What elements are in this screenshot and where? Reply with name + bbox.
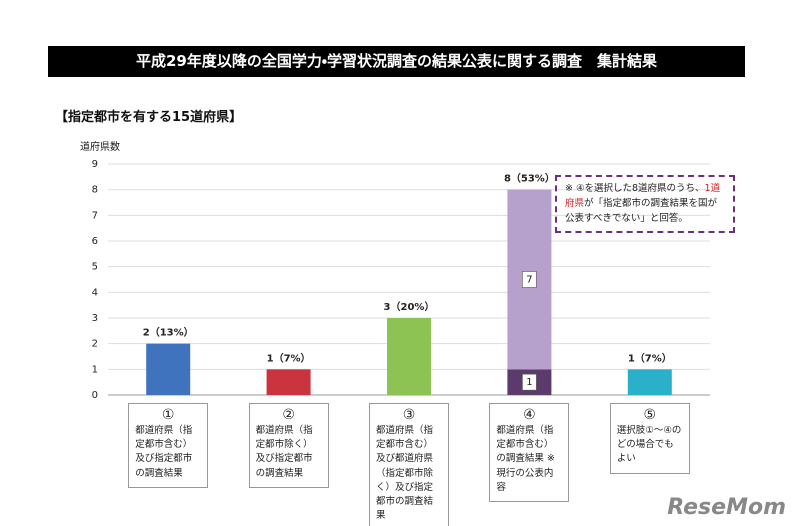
segment-label-box (522, 373, 537, 391)
y-tick-label: 4 (92, 287, 98, 298)
category-number: ① (161, 407, 175, 423)
category-box: ③ 都道府県（指定都市含む）及び都道府県（指定都市除く）及び指定都市の調査結果 (369, 403, 449, 526)
value-label: 8（53%） (504, 172, 555, 185)
y-axis-label: 道府県数 (80, 140, 120, 153)
watermark: ReseMom (667, 495, 786, 520)
category-label: 都道府県（指定都市含む）及び指定都市の調査結果 (135, 424, 193, 479)
segment-label: 7 (526, 275, 532, 286)
category-number: ② (282, 407, 295, 423)
bar (627, 369, 672, 395)
annotation: ※ ④を選択した8道府県のうち、1道府県が「指定都市の調査結果を国が公表すべきで… (555, 175, 735, 233)
y-tick-label: 7 (92, 210, 98, 221)
y-tick-label: 9 (92, 159, 98, 170)
segment-label: 1 (526, 377, 532, 388)
value-label: 3（20%） (384, 300, 435, 313)
category-number: ④ (523, 407, 536, 423)
bar (387, 318, 431, 395)
value-label: 2（13%） (143, 326, 194, 339)
category-box: ① 都道府県（指定都市含む）及び指定都市の調査結果 (128, 403, 209, 488)
annotation-highlight: 1道府県 (565, 183, 721, 210)
value-label: 1（7%） (628, 351, 672, 364)
y-tick-label: 3 (92, 313, 98, 324)
y-tick-label: 5 (92, 262, 98, 273)
category-label: 選択肢①～④のどの場合でもよい (616, 424, 682, 465)
category-label: 都道府県（指定都市含む）及び都道府県（指定都市除く）及び指定都市の調査結果 (376, 424, 434, 522)
category-box: ④ 都道府県（指定都市含む）の調査結果 ※現行の公表内容 (489, 403, 570, 503)
y-tick-label: 6 (92, 236, 98, 247)
category-label: 都道府県（指定都市除く）及び指定都市の調査結果 (255, 424, 313, 479)
bar (146, 343, 191, 395)
segment-label-box (522, 271, 537, 288)
category-label: 都道府県（指定都市含む）の調査結果 ※現行の公表内容 (496, 424, 555, 493)
y-tick-label: 0 (92, 390, 98, 401)
title-bar: 平成29年度以降の全国学力・学習状況調査の結果公表に関する調査 集計結果 (48, 46, 745, 77)
subtitle: 【指定都市を有する15道府県】 (55, 110, 243, 125)
y-tick-label: 8 (92, 185, 98, 196)
category-box: ⑤ 選択肢①～④のどの場合でもよい (609, 403, 690, 474)
bar (266, 369, 311, 395)
category-box: ② 都道府県（指定都市除く）及び指定都市の調査結果 (248, 403, 329, 488)
category-number: ⑤ (643, 407, 657, 423)
annotation-text: が「指定都市の調査結果を国が公表すべきでない」と回答。 (565, 198, 718, 225)
category-number: ③ (402, 407, 416, 423)
value-label: 1（7%） (267, 351, 311, 364)
annotation-text: ※ ④を選択した8道府県のうち、 (565, 183, 705, 194)
y-tick-label: 1 (92, 364, 98, 375)
y-tick-label: 2 (92, 339, 98, 350)
